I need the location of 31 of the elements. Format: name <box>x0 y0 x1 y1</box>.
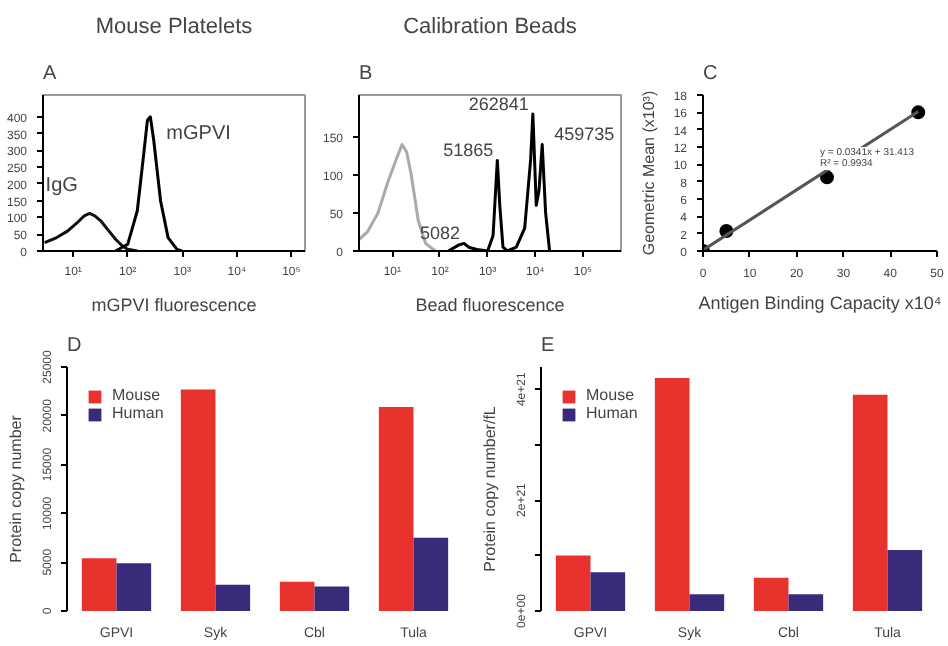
x-axis-title: mGPVI fluorescence <box>91 295 257 315</box>
legend-label: Mouse <box>112 386 161 404</box>
text: E <box>541 335 555 357</box>
annotation: 51865 <box>443 140 494 161</box>
annotation: 5082 <box>419 223 461 244</box>
bar <box>180 389 216 611</box>
bar <box>314 586 350 611</box>
y-axis-title: Protein copy number <box>7 414 25 563</box>
legend-label: Mouse <box>586 386 635 404</box>
text: A <box>43 63 57 85</box>
bar <box>116 563 152 611</box>
annotation: 262841 <box>468 94 529 115</box>
series-label: IgG <box>45 175 79 198</box>
legend-label: Human <box>586 404 638 422</box>
bar <box>279 581 315 611</box>
y-axis-title: Geometric Mean (x10³) <box>639 90 658 256</box>
bar <box>81 558 117 611</box>
x-axis-title: Bead fluorescence <box>415 295 565 315</box>
y-axis-title: Protein copy number/fL <box>481 405 499 572</box>
legend-label: Human <box>112 404 164 422</box>
chart-title: Mouse Platelets <box>95 15 254 39</box>
series-label: mGPVI <box>166 122 231 145</box>
text: B <box>359 63 373 85</box>
bar <box>378 407 414 611</box>
annotation: 459735 <box>554 124 615 145</box>
bar <box>215 584 251 611</box>
text: D <box>67 335 82 357</box>
bar <box>413 537 449 611</box>
text: C <box>703 63 718 85</box>
x-axis-title: Antigen Binding Capacity x10⁴ <box>698 293 942 313</box>
chart-title: Calibration Beads <box>403 15 578 39</box>
